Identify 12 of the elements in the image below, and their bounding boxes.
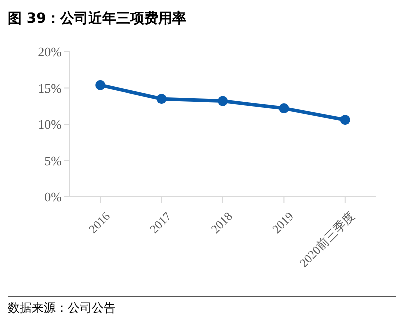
point	[340, 115, 350, 126]
point	[279, 104, 290, 114]
point	[156, 94, 167, 104]
point	[96, 80, 106, 90]
y-tick-label: 15%	[38, 80, 62, 96]
point	[218, 96, 228, 106]
y-tick-label: 0%	[44, 190, 62, 205]
chart-title: 图 39：公司近年三项费用率	[8, 10, 188, 29]
y-tick-label: 5%	[44, 153, 62, 168]
y-tick-label: 20%	[38, 44, 62, 60]
y-tick-label: 10%	[38, 117, 62, 132]
source-note: 数据来源：公司公告	[8, 300, 117, 317]
